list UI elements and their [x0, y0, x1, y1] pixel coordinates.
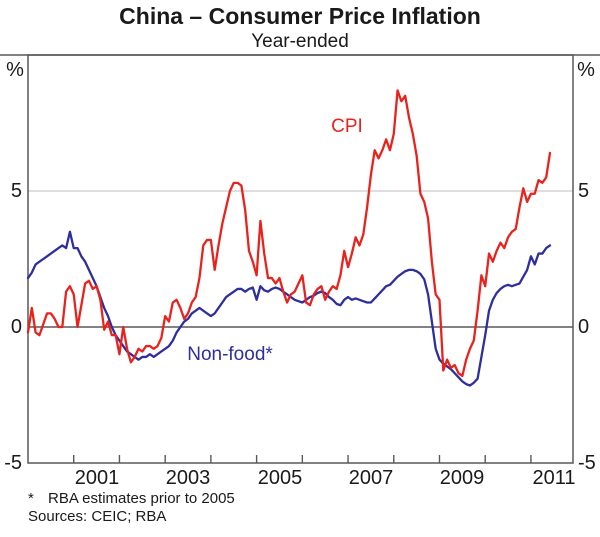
- line-nonfood: [26, 230, 552, 387]
- x-tick-label-2003: 2003: [165, 467, 211, 489]
- y-axis-unit-left: %: [6, 59, 24, 81]
- y-tick-label-left-m5: -5: [4, 452, 22, 474]
- line-cpi: [26, 89, 552, 378]
- x-tick-label-2005: 2005: [257, 467, 303, 489]
- x-tick-label-2011: 2011: [532, 467, 576, 489]
- x-tick-label-2009: 2009: [439, 467, 485, 489]
- chart-subtitle: Year-ended: [251, 31, 349, 52]
- x-tick-label-2007: 2007: [348, 467, 394, 489]
- plot-frame: [27, 54, 574, 464]
- sources-text: Sources: CEIC; RBA: [28, 508, 167, 525]
- footnote-marker: *: [28, 490, 34, 507]
- series-label-cpi: CPI: [331, 116, 363, 137]
- chart-title: China – Consumer Price Inflation: [119, 3, 481, 29]
- footnote-text: RBA estimates prior to 2005: [48, 490, 235, 507]
- y-axis-unit-right: %: [577, 59, 595, 81]
- y-tick-label-left-0: 0: [10, 316, 22, 338]
- y-tick-label-right-m5: -5: [578, 452, 596, 474]
- series-label-non-food: Non-food*: [187, 344, 273, 365]
- y-tick-label-left-5: 5: [10, 180, 22, 202]
- x-tick-label-2001: 2001: [74, 467, 120, 489]
- y-tick-label-right-0: 0: [578, 316, 590, 338]
- y-tick-label-right-5: 5: [578, 180, 590, 202]
